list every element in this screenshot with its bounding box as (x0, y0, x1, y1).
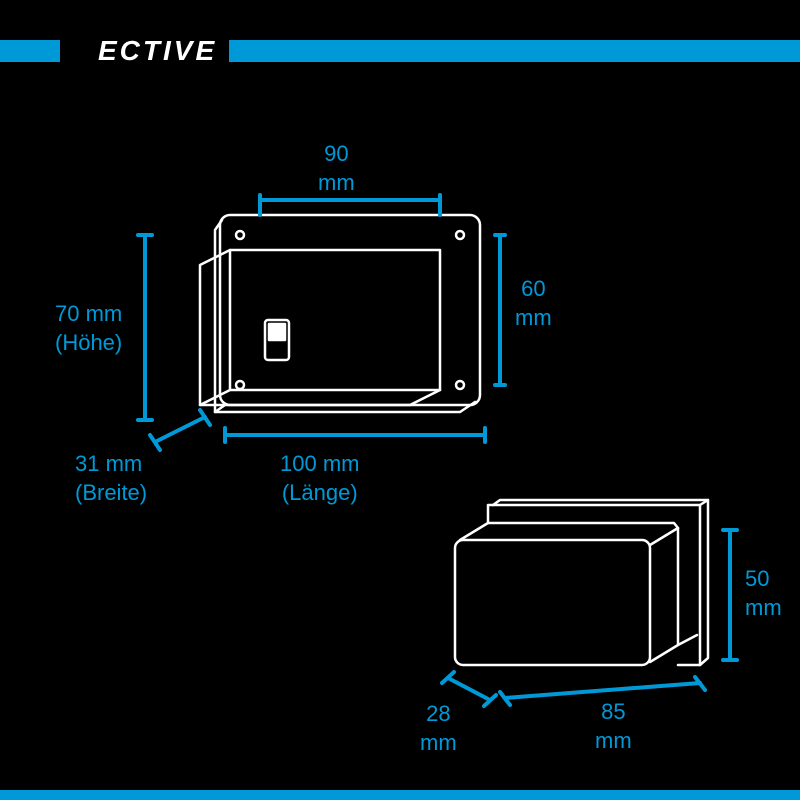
dim-back-width: 85 mm (595, 698, 632, 755)
dim-top-width: 90 mm (318, 140, 355, 197)
dim-back-height: 50 mm (745, 565, 782, 622)
dim-depth: 31 mm (Breite) (75, 450, 147, 507)
footer-bar (0, 790, 800, 800)
diagram-canvas: 90 mm 60 mm 70 mm (Höhe) 100 mm (Länge) … (0, 0, 800, 800)
dim-bottom-length: 100 mm (Länge) (280, 450, 359, 507)
dim-right-height: 60 mm (515, 275, 552, 332)
dim-left-height: 70 mm (Höhe) (55, 300, 122, 357)
technical-drawing (0, 0, 800, 800)
dim-back-depth: 28 mm (420, 700, 457, 757)
